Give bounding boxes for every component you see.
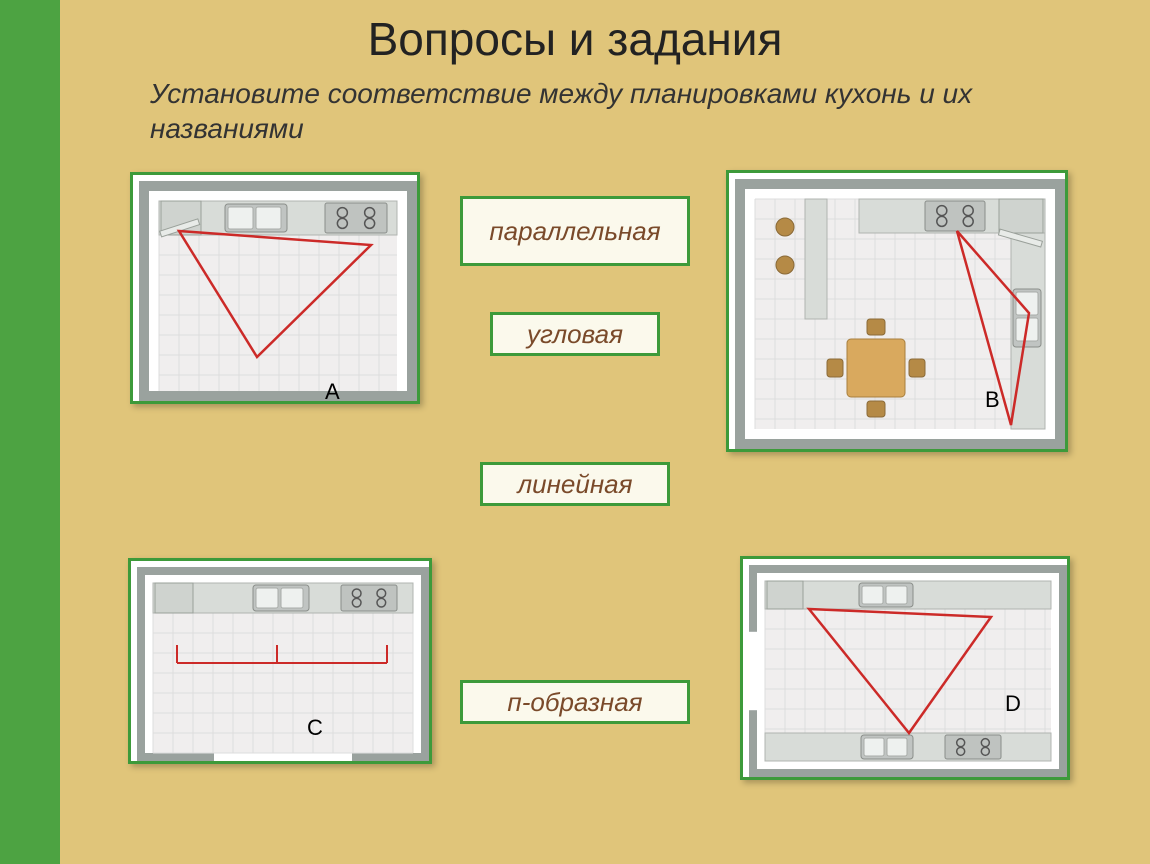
option-label: линейная — [517, 470, 632, 499]
page-subtitle: Установите соответствие между планировка… — [150, 76, 1090, 146]
plan-d[interactable]: D — [740, 556, 1070, 780]
plan-label: B — [985, 387, 1000, 413]
plan-label: A — [325, 379, 340, 405]
sidebar-accent — [0, 0, 60, 864]
option-label: п-образная — [507, 688, 642, 717]
option-label: угловая — [527, 320, 623, 349]
option-linear[interactable]: линейная — [480, 462, 670, 506]
plan-c[interactable]: C — [128, 558, 432, 764]
option-corner[interactable]: угловая — [490, 312, 660, 356]
option-pshape[interactable]: п-образная — [460, 680, 690, 724]
plan-label: D — [1005, 691, 1021, 717]
option-parallel[interactable]: параллельная — [460, 196, 690, 266]
plan-b[interactable]: B — [726, 170, 1068, 452]
plan-a[interactable]: A — [130, 172, 420, 404]
page-title: Вопросы и задания — [0, 12, 1150, 66]
option-label: параллельная — [489, 217, 660, 246]
plan-label: C — [307, 715, 323, 741]
